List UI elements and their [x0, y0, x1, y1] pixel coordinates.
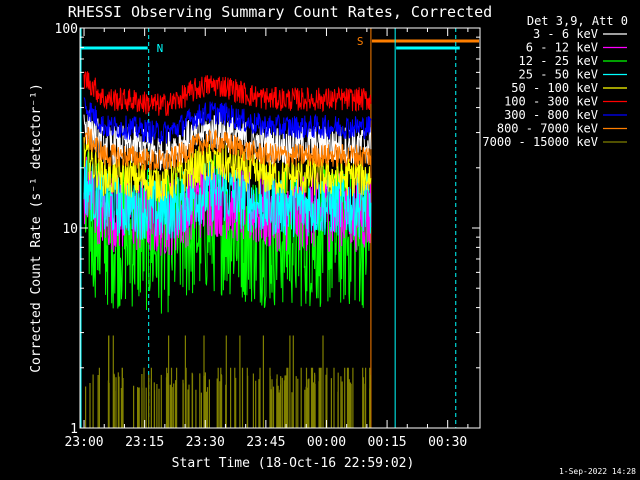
series-line-25-50kev	[83, 160, 372, 241]
y-tick-label: 100	[55, 22, 78, 37]
series-line-300-800kev	[83, 97, 372, 145]
legend-entry-label: 50 - 100 keV	[511, 81, 598, 95]
axis-layer: 23:00 23:15 23:30 23:45 00:00 00:15 00:30 1 10 10…	[55, 22, 480, 450]
chart-title: RHESSI Observing Summary Count Rates, Co…	[68, 3, 492, 21]
legend-entry-label: 7000 - 15000 keV	[482, 135, 598, 149]
x-axis-label: Start Time (18-Oct-16 22:59:02)	[172, 456, 415, 471]
series-line-100-300kev	[83, 71, 372, 117]
series-line-800-7000kev	[83, 126, 372, 172]
x-tick-label: 00:15	[368, 435, 407, 450]
annotation-label-S: S	[357, 35, 364, 48]
annotation-label-N: N	[157, 42, 164, 55]
series-line-3-6kev	[83, 109, 372, 171]
y-axis-label: Corrected Count Rate (s⁻¹ detector⁻¹)	[29, 83, 44, 373]
legend-entry-label: 300 - 800 keV	[504, 108, 598, 122]
legend-entry-label: 100 - 300 keV	[504, 95, 598, 109]
series-line-50-100kev	[83, 137, 372, 203]
legend-entry-label: 12 - 25 keV	[519, 54, 598, 68]
series-line-7000-15000-kev	[85, 335, 371, 428]
series-layer	[83, 71, 372, 428]
x-tick-label: 23:15	[125, 435, 164, 450]
x-tick-label: 00:30	[428, 435, 467, 450]
x-tick-label: 00:00	[307, 435, 346, 450]
x-tick-label: 23:00	[64, 435, 103, 450]
legend-entry-label: 6 - 12 keV	[526, 41, 598, 55]
x-tick-label: 23:45	[246, 435, 285, 450]
legend-entry-label: 3 - 6 keV	[533, 27, 598, 41]
annotation-layer: NS	[80, 28, 479, 428]
legend-header: Det 3,9, Att 0	[527, 14, 628, 28]
y-tick-label: 1	[70, 422, 78, 437]
legend-entry-label: 800 - 7000 keV	[497, 122, 598, 136]
y-tick-label: 10	[62, 222, 78, 237]
footer-date: 1-Sep-2022 14:28	[559, 467, 636, 476]
x-tick-label: 23:30	[186, 435, 225, 450]
legend-entry-label: 25 - 50 keV	[519, 68, 598, 82]
